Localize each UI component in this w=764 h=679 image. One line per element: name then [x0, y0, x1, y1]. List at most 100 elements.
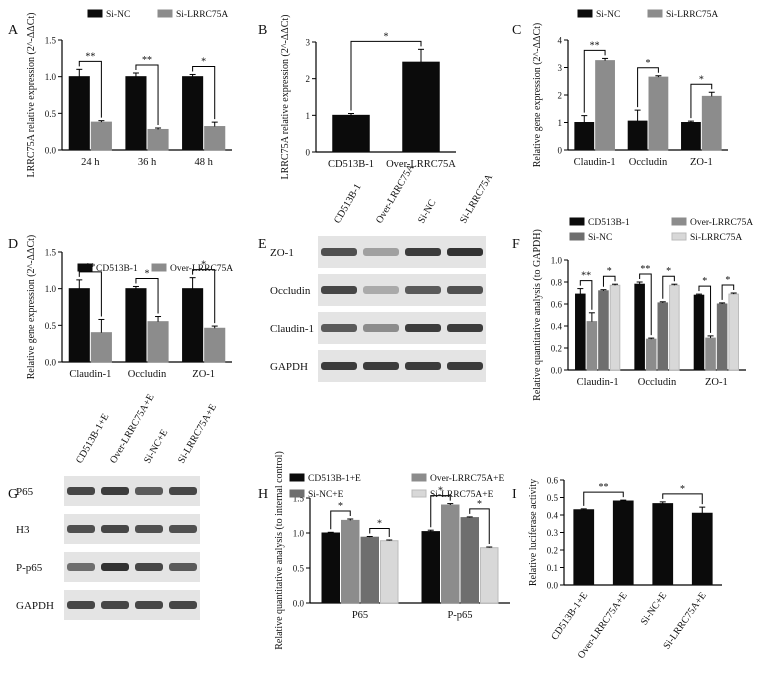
- blot-band: [101, 525, 129, 533]
- legend-label: Si-LRRC75A: [690, 233, 742, 243]
- significance-bracket: [662, 493, 703, 505]
- y-tick-label: 0.3: [547, 528, 559, 538]
- panel-letter-g: G: [8, 487, 18, 502]
- blot-band: [135, 487, 163, 495]
- legend: CD513B-1 Over-LRRC75A: [77, 263, 233, 274]
- blot-band: [405, 286, 441, 294]
- y-tick-label: 0.5: [547, 493, 559, 503]
- significance-mark: *: [377, 519, 382, 530]
- blot-band: [135, 525, 163, 533]
- blot-band: [135, 601, 163, 609]
- legend-swatch: [151, 263, 167, 272]
- blot-band: [321, 286, 357, 294]
- legend-label: Over-LRRC75A+E: [430, 474, 504, 484]
- x-tick-label: 24 h: [81, 157, 100, 168]
- blot-band: [169, 601, 197, 609]
- blot-row-label: Occludin: [270, 285, 311, 297]
- bar: [332, 114, 370, 153]
- bar: [716, 303, 728, 371]
- bar: [612, 500, 634, 586]
- y-tick-label: 1.5: [293, 494, 305, 504]
- y-tick-label: 0.1: [547, 563, 558, 573]
- blot-band: [447, 248, 483, 256]
- significance-bracket: [330, 510, 351, 530]
- y-axis-label: Relative luciferase activity: [528, 479, 539, 586]
- bar: [204, 327, 226, 363]
- significance-mark: **: [599, 482, 609, 493]
- y-tick-label: 0.5: [293, 564, 305, 574]
- bar: [681, 122, 701, 151]
- legend: CD513B-1 Over-LRRC75A Si-NC Si-LRRC75A: [569, 217, 753, 243]
- legend-label: Si-NC: [596, 10, 620, 20]
- bar: [728, 293, 739, 371]
- bar: [595, 60, 615, 151]
- lane-label: Si-NC: [416, 198, 438, 226]
- legend-swatch: [289, 473, 305, 482]
- y-tick-label: 4: [558, 36, 563, 46]
- bar: [598, 290, 609, 371]
- bar: [480, 547, 499, 604]
- bar: [321, 532, 340, 604]
- significance-bracket: [583, 49, 606, 113]
- significance-mark: *: [145, 268, 150, 279]
- legend: Si-NC Si-LRRC75A: [577, 9, 718, 20]
- bar: [68, 288, 90, 363]
- legend-label: CD513B-1+E: [308, 474, 361, 484]
- significance-bracket: [369, 528, 390, 537]
- x-tick-label: 36 h: [138, 157, 157, 168]
- y-axis-label: LRRC75A relative expression (2^-ΔΔCt): [26, 12, 37, 177]
- legend-label: Over-LRRC75A: [170, 264, 233, 274]
- significance-mark: **: [640, 264, 650, 275]
- legend-swatch: [577, 9, 593, 18]
- lane-label: CD513B-1: [332, 182, 363, 226]
- bar: [634, 283, 645, 371]
- y-axis-label: Relative gene expression (2^-ΔΔCt): [532, 23, 543, 167]
- legend-swatch: [157, 9, 173, 18]
- legend-swatch: [569, 217, 585, 226]
- chart-panel-c: 0 1 2 3 4 Relative gene expression (2^-ΔΔCt) C…: [532, 9, 728, 168]
- legend: CD513B-1+E Over-LRRC75A+E Si-NC+E Si-LRRC75…: [289, 473, 504, 500]
- bar: [575, 293, 586, 371]
- blot-band: [101, 487, 129, 495]
- bar: [657, 302, 669, 371]
- blot-band: [405, 324, 441, 332]
- panel-letter-a: A: [8, 23, 19, 38]
- significance-mark: *: [646, 58, 651, 69]
- blot-band: [101, 601, 129, 609]
- blot-row-label: GAPDH: [16, 600, 54, 612]
- x-tick-label: ZO-1: [690, 157, 713, 168]
- lane-label: Si-LRRC75A+E: [176, 402, 219, 465]
- significance-mark: **: [85, 51, 95, 62]
- legend-label: Si-LRRC75A+E: [430, 490, 494, 500]
- x-tick-label: P65: [352, 610, 368, 621]
- significance-bracket: [579, 280, 593, 310]
- y-axis-label: Relative gene expression (2^-ΔΔCt): [26, 235, 37, 379]
- significance-mark: *: [438, 486, 443, 497]
- significance-mark: *: [338, 501, 343, 512]
- significance-mark: *: [607, 266, 612, 277]
- significance-mark: *: [477, 499, 482, 510]
- significance-bracket: [78, 271, 102, 317]
- y-tick-label: 0.0: [45, 146, 57, 156]
- significance-bracket: [78, 60, 102, 118]
- y-tick-label: 0.5: [45, 109, 57, 119]
- blot-band: [135, 563, 163, 571]
- significance-mark: *: [725, 275, 730, 286]
- y-tick-label: 1.5: [45, 36, 57, 46]
- chart-panel-f: 0.0 0.2 0.4 0.6 0.8 1.0 Relative quantitative …: [532, 217, 753, 401]
- blot-row-label: GAPDH: [270, 361, 308, 373]
- blot-band: [101, 563, 129, 571]
- bar: [693, 294, 705, 371]
- bar: [648, 76, 669, 151]
- legend-label: CD513B-1: [588, 218, 630, 228]
- bar: [204, 126, 226, 151]
- legend-label: Si-NC+E: [308, 490, 344, 500]
- blot-band: [321, 248, 357, 256]
- y-tick-label: 0: [558, 146, 563, 156]
- significance-bracket: [698, 285, 712, 333]
- blot-band: [447, 286, 483, 294]
- y-tick-label: 1.0: [551, 256, 563, 266]
- bar: [586, 321, 598, 371]
- legend-label: Si-NC: [106, 10, 130, 20]
- significance-bracket: [721, 284, 735, 300]
